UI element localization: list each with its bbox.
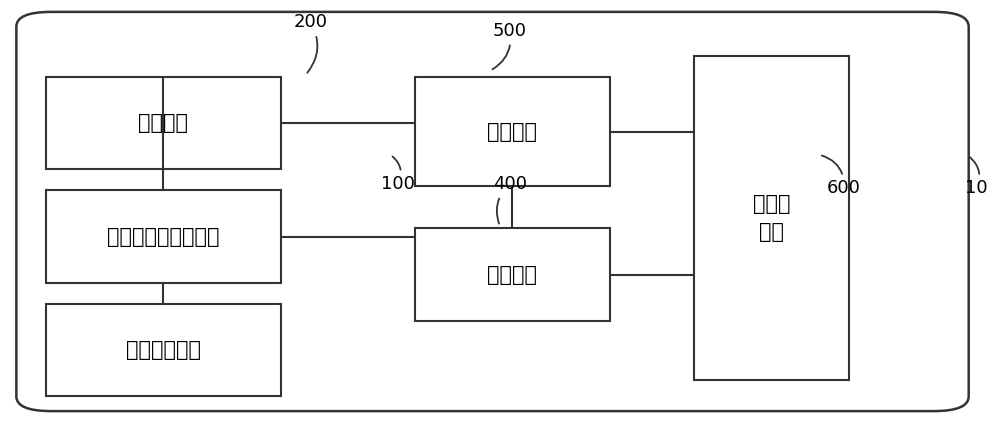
FancyBboxPatch shape [16,12,969,411]
Text: 200: 200 [294,14,328,73]
FancyBboxPatch shape [415,228,610,321]
FancyBboxPatch shape [415,77,610,186]
Text: 至少一个智能机器人: 至少一个智能机器人 [107,227,220,247]
Text: 600: 600 [822,156,861,198]
FancyBboxPatch shape [46,190,281,283]
Text: 500: 500 [492,22,527,69]
Text: 数据采集模块: 数据采集模块 [126,340,201,360]
Text: 主控模块: 主控模块 [487,264,537,285]
Text: 电源模块: 电源模块 [138,113,188,133]
FancyBboxPatch shape [46,77,281,170]
Text: 监控模块: 监控模块 [487,122,537,142]
Text: 10: 10 [965,157,988,198]
Text: 400: 400 [493,175,527,224]
Text: 100: 100 [381,157,415,193]
FancyBboxPatch shape [694,56,849,379]
FancyBboxPatch shape [46,304,281,396]
Text: 可视化
模块: 可视化 模块 [753,194,790,242]
